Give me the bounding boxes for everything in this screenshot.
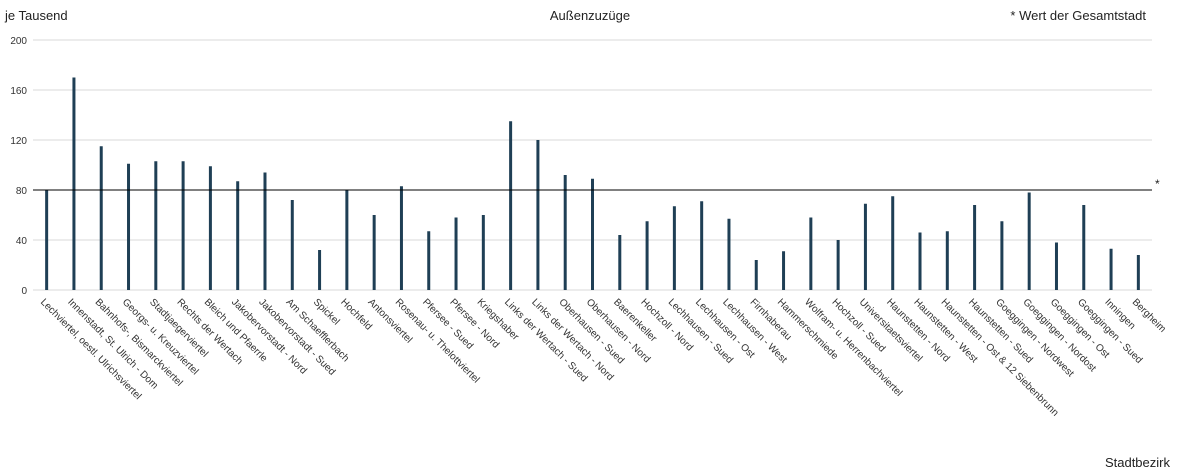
bar: [1027, 192, 1031, 290]
bar: [563, 175, 567, 290]
bar: [236, 181, 240, 290]
bar: [1136, 255, 1140, 290]
bar: [672, 206, 676, 290]
bar: [918, 232, 922, 290]
bar: [1000, 221, 1004, 290]
x-axis-ticks: Lechviertel, oestl. UlrichsviertelInnens…: [38, 297, 1168, 419]
bar: [863, 203, 867, 290]
bar: [318, 250, 322, 290]
bar: [782, 251, 786, 290]
bar: [154, 161, 158, 290]
bar: [727, 218, 731, 290]
bar: [809, 217, 813, 290]
bar: [208, 166, 212, 290]
bar: [645, 221, 649, 290]
bar: [372, 215, 376, 290]
bar: [973, 205, 977, 290]
y-tick-label: 80: [16, 186, 28, 197]
x-tick-label: Bergheim: [1130, 297, 1168, 335]
reference-line-legend: * Wert der Gesamtstadt: [1010, 8, 1146, 23]
bar: [1054, 242, 1058, 290]
bar: [45, 190, 49, 290]
x-tick-label: Lechviertel, oestl. Ulrichsviertel: [38, 297, 143, 402]
bar: [481, 215, 485, 290]
y-tick-label: 200: [10, 36, 27, 47]
bar: [754, 260, 758, 290]
bar: [836, 240, 840, 290]
y-tick-label: 120: [10, 136, 27, 147]
bar: [181, 161, 185, 290]
reference-line-group: *: [33, 177, 1160, 191]
y-axis-unit-label: je Tausend: [5, 8, 68, 23]
bar: [99, 146, 103, 290]
bar: [1082, 205, 1086, 290]
bars: [45, 77, 1140, 290]
bar: [618, 235, 622, 290]
bar: [399, 186, 403, 290]
y-tick-label: 0: [21, 286, 27, 297]
bar: [945, 231, 949, 290]
bar: [536, 140, 540, 290]
bar: [1109, 248, 1113, 290]
bar: [263, 172, 267, 290]
bar: [127, 163, 131, 290]
reference-line-marker: *: [1155, 177, 1160, 191]
bar: [290, 200, 294, 290]
bar: [591, 178, 594, 290]
bar: [72, 77, 76, 290]
bar: [454, 217, 458, 290]
bar: [891, 196, 895, 290]
x-axis-label: Stadtbezirk: [1104, 455, 1170, 470]
y-tick-label: 160: [10, 86, 27, 97]
y-axis-ticks: 0 40 80 120 160 200: [10, 36, 27, 297]
bar: [345, 190, 349, 290]
chart-title: Außenzuzüge: [549, 8, 631, 23]
y-tick-label: 40: [16, 236, 28, 247]
bar: [509, 121, 513, 290]
bar: [700, 201, 704, 290]
bar: [427, 231, 431, 290]
